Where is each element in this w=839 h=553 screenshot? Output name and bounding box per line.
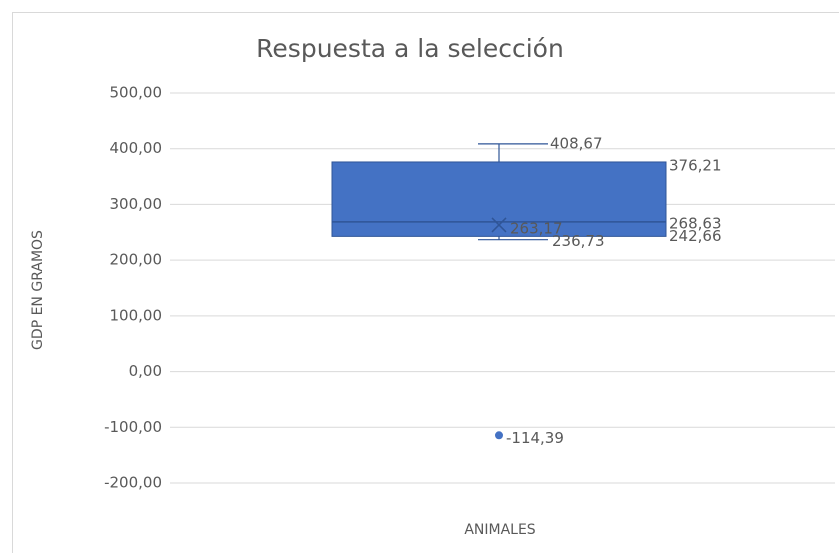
y-axis-title: GDP EN GRAMOS xyxy=(30,230,46,350)
y-tick-label: 200,00 xyxy=(110,251,163,269)
chart-title: Respuesta a la selección xyxy=(256,34,564,63)
x-axis-title: ANIMALES xyxy=(464,522,535,538)
y-tick-label: 300,00 xyxy=(110,195,163,213)
y-tick-label: -100,00 xyxy=(104,418,162,436)
data-label: 268,63 xyxy=(669,214,722,232)
y-tick-label: 500,00 xyxy=(110,84,163,102)
chart-border xyxy=(12,12,839,553)
y-tick-label: -200,00 xyxy=(104,474,162,492)
data-label: -114,39 xyxy=(506,429,564,447)
y-tick-label: 400,00 xyxy=(110,139,163,157)
data-label: 376,21 xyxy=(669,156,722,174)
y-tick-label: 100,00 xyxy=(110,306,163,324)
data-label: 263,17 xyxy=(510,219,563,237)
data-label: 236,73 xyxy=(552,232,605,250)
y-tick-label: 0,00 xyxy=(129,362,162,380)
mean-marker xyxy=(491,217,507,233)
data-label: 408,67 xyxy=(550,134,603,152)
data-label: 242,66 xyxy=(669,227,722,245)
outlier xyxy=(495,431,503,440)
